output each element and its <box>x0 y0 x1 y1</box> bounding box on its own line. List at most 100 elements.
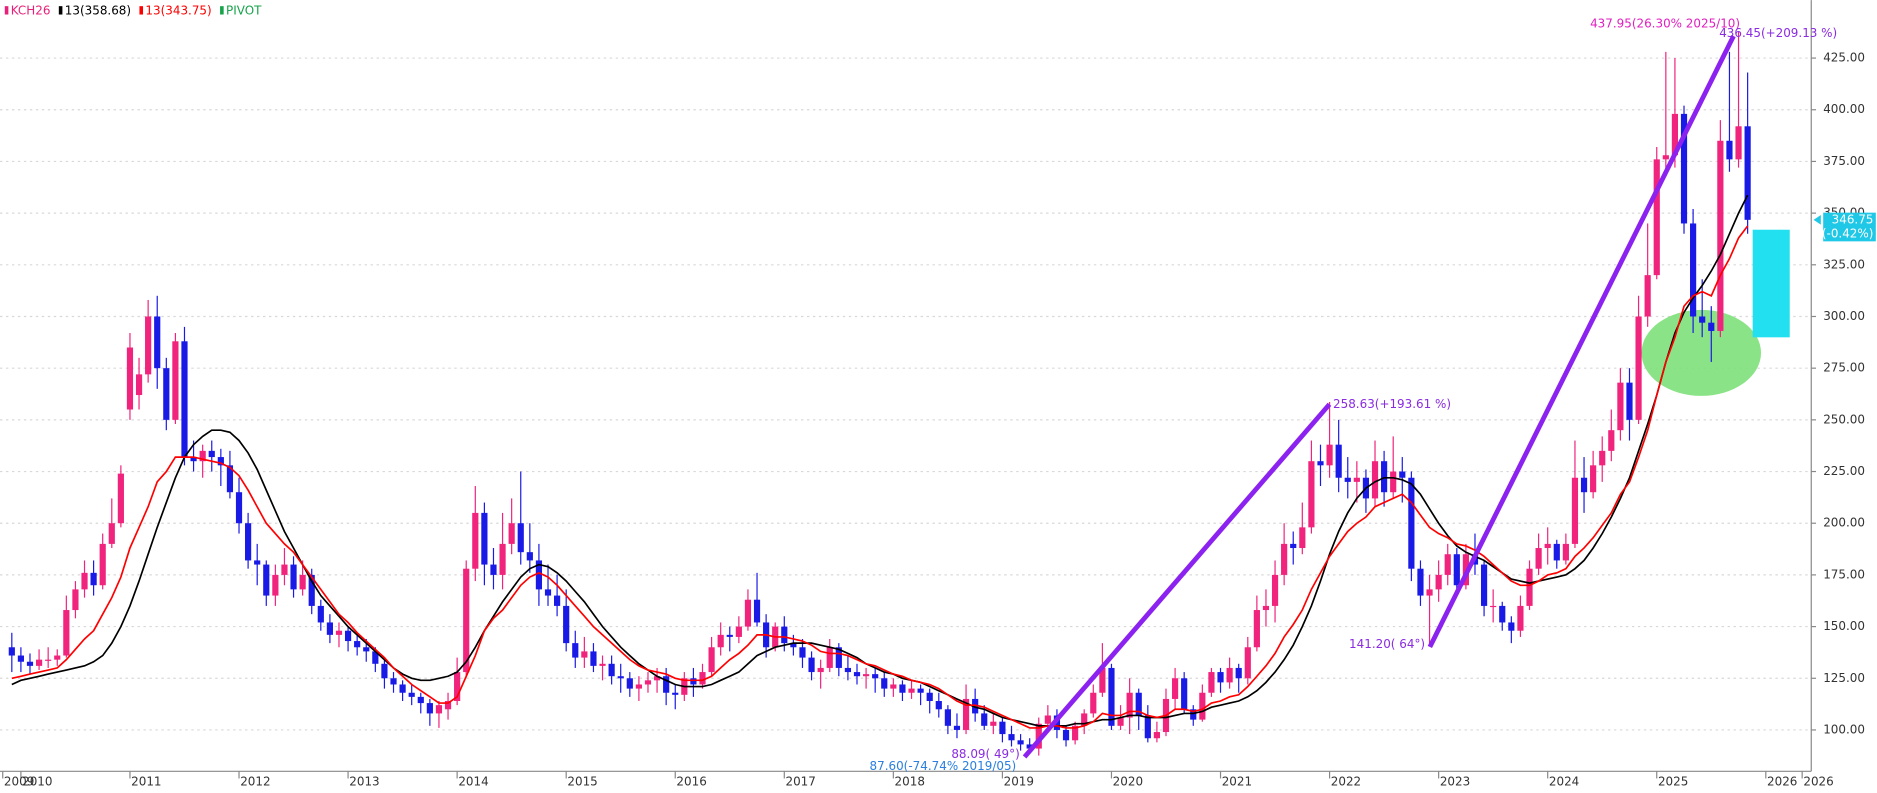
candle-body <box>1390 471 1397 493</box>
candle-body <box>1580 477 1588 493</box>
candle-body <box>1062 729 1070 741</box>
candle-body <box>817 667 824 673</box>
candle-body <box>517 523 524 553</box>
candle-body <box>699 672 706 685</box>
candle-body <box>717 634 724 648</box>
candle-body <box>463 568 470 673</box>
candle-body <box>590 651 597 666</box>
candle-body <box>1399 471 1406 478</box>
candle-body <box>1199 692 1206 720</box>
annotation: 87.60(-74.74% 2019/05) <box>870 759 1017 773</box>
candle-body <box>1371 461 1379 499</box>
y-tick-label: 125.00 <box>1823 671 1865 685</box>
candle-body <box>272 574 279 596</box>
candle-body <box>1335 444 1342 478</box>
y-tick-label: 400.00 <box>1823 102 1865 116</box>
candle-body <box>1381 461 1388 493</box>
legend-swatch <box>139 6 144 15</box>
candle-body <box>326 622 333 635</box>
candle-body <box>190 457 197 462</box>
y-tick-label: 150.00 <box>1823 619 1865 633</box>
candle-body <box>344 630 352 642</box>
candle-body <box>1680 113 1688 224</box>
candle-body <box>208 450 215 458</box>
marks <box>8 31 1751 756</box>
candle-body <box>99 543 106 586</box>
candle-body <box>799 647 806 658</box>
legend-label: PIVOT <box>226 3 262 17</box>
candle-body <box>1126 692 1133 718</box>
candle-body <box>308 574 315 606</box>
candle-body <box>953 725 961 730</box>
candle-body <box>1271 574 1279 606</box>
candle-body <box>1562 543 1569 561</box>
target-box <box>1752 229 1790 338</box>
candle-body <box>8 647 15 656</box>
candle-body <box>1144 715 1151 739</box>
candle-body <box>572 643 579 658</box>
candle-body <box>1590 465 1597 493</box>
candle-body <box>1044 715 1051 724</box>
candle-body <box>145 316 152 375</box>
candle-body <box>999 721 1006 735</box>
candle-body <box>1535 548 1542 569</box>
candle-body <box>408 692 415 697</box>
candle-body <box>826 647 833 668</box>
candle-body <box>54 655 61 660</box>
candle-body <box>672 692 679 695</box>
candle-body <box>917 688 924 693</box>
candle-body <box>317 605 324 623</box>
candle-body <box>399 684 406 693</box>
annotation: 437.95(26.30% 2025/10) <box>1590 17 1740 31</box>
annotation: 258.63(+193.61 %) <box>1333 397 1451 411</box>
candle-body <box>72 589 79 611</box>
highlight-ellipse <box>1641 309 1762 396</box>
candle-body <box>1017 740 1024 745</box>
annotation: 88.09( 49°) <box>951 747 1019 761</box>
candle-body <box>644 680 652 685</box>
candle-body <box>108 523 115 544</box>
candle-body <box>135 374 143 396</box>
x-tick-label: 2026 <box>1803 775 1833 789</box>
candle-body <box>217 457 224 466</box>
x-tick-label: 2020 <box>1113 775 1143 789</box>
candle-body <box>1726 140 1733 160</box>
candle-body <box>1244 647 1251 679</box>
candle-body <box>1508 622 1515 631</box>
candle-body <box>281 564 288 575</box>
candle-body <box>1708 322 1715 331</box>
candle-body <box>354 641 361 648</box>
candle-body <box>853 672 861 677</box>
candle-body <box>1208 672 1215 693</box>
candle-body <box>1662 155 1669 160</box>
x-tick-label: 2010 <box>22 775 52 789</box>
candle-body <box>1253 610 1260 648</box>
candle-body <box>426 703 433 714</box>
candle-body <box>154 316 161 369</box>
candle-body <box>781 626 788 644</box>
price-tag <box>1823 212 1876 242</box>
candle-body <box>526 552 533 561</box>
candle-body <box>1517 605 1524 631</box>
change-label: (-0.42%) <box>1822 227 1874 241</box>
candle-body <box>608 663 615 677</box>
candle-body <box>908 688 915 693</box>
x-tick-label: 2011 <box>131 775 161 789</box>
candle-body <box>1090 692 1097 714</box>
candle-body <box>1480 564 1488 606</box>
legend-swatch <box>4 6 9 15</box>
candle-body <box>1635 316 1642 420</box>
candle-body <box>1353 477 1360 482</box>
x-tick-label: 2012 <box>240 775 270 789</box>
candle-body <box>1308 461 1315 528</box>
candle-body <box>981 713 988 726</box>
candle-body <box>490 564 497 575</box>
candle-body <box>1499 605 1506 623</box>
candle-body <box>17 655 24 662</box>
x-tick-label: 2016 <box>676 775 706 789</box>
x-tick-label: 2025 <box>1658 775 1688 789</box>
candle-body <box>390 678 397 685</box>
candle-body <box>808 657 815 673</box>
